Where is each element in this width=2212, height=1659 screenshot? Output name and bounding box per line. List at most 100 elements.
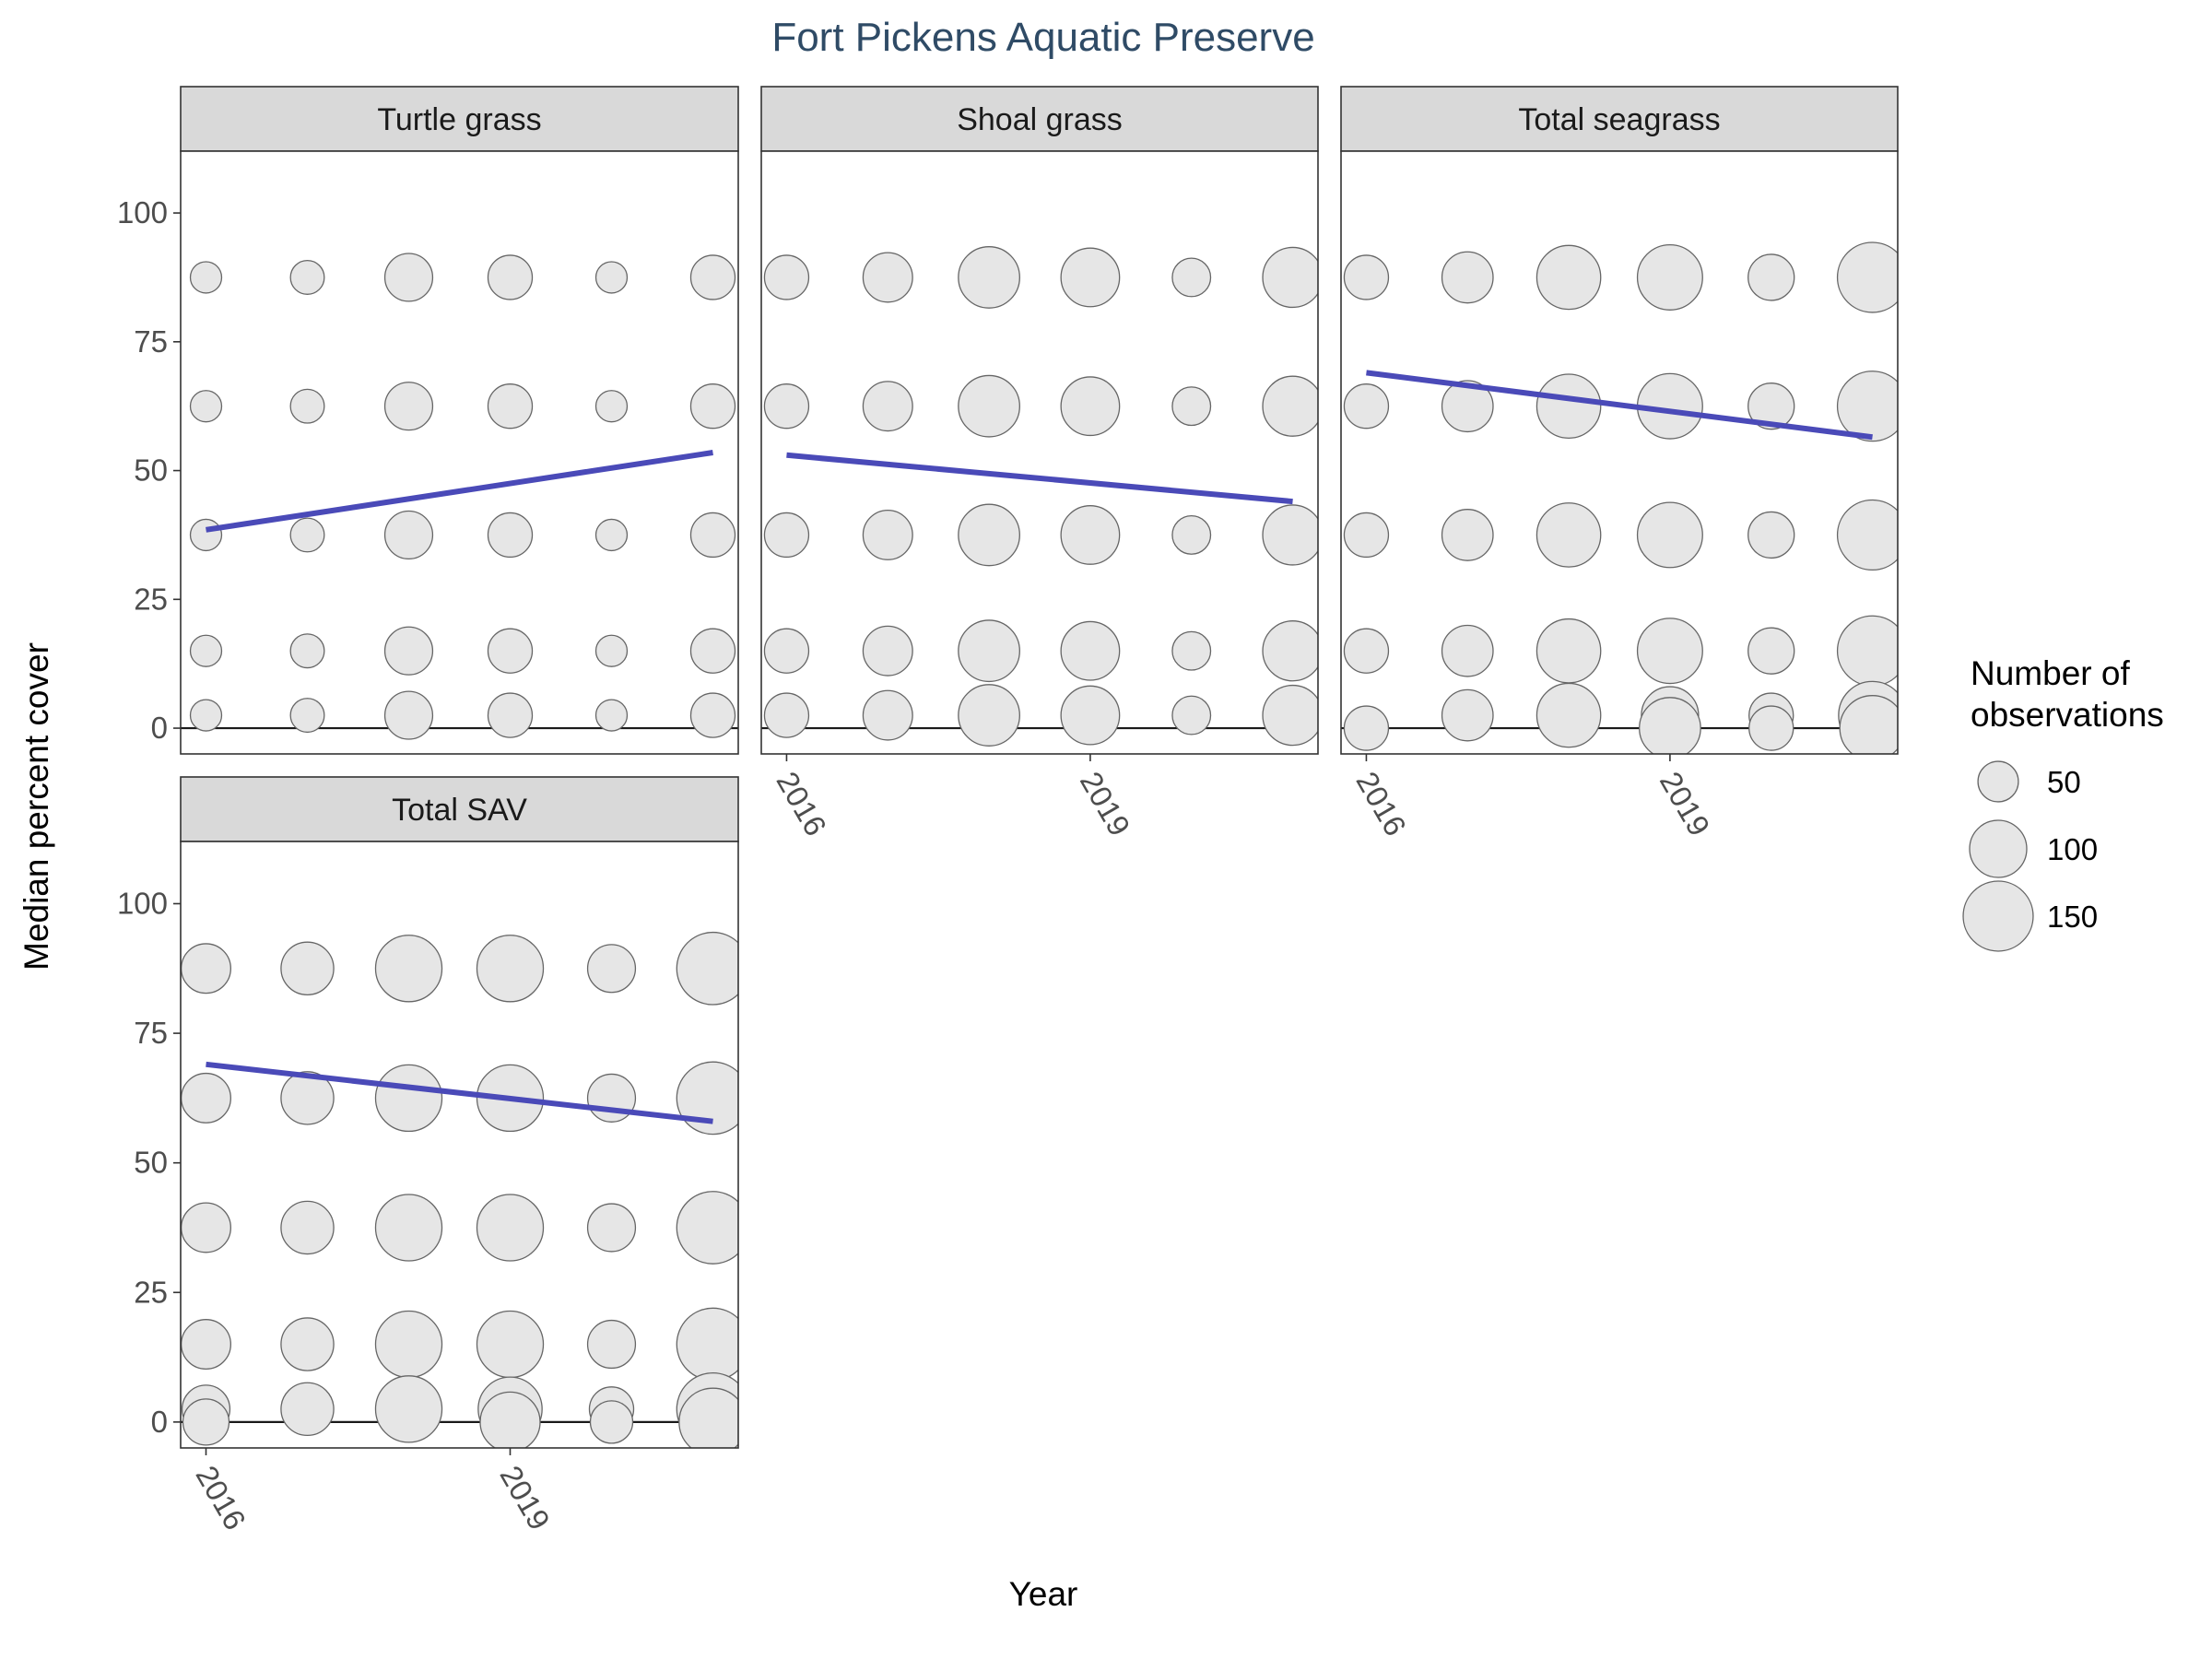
panel-border <box>180 841 739 1449</box>
bubble-point <box>383 253 434 302</box>
bubble-point <box>1441 624 1494 677</box>
bubble-point <box>476 1310 545 1379</box>
bubble-point <box>594 634 629 667</box>
y-tick-label: 25 <box>134 1275 168 1309</box>
bubble-point <box>487 628 534 674</box>
trend-line <box>1366 370 1873 441</box>
legend-title-line-2: observations <box>1971 696 2164 734</box>
bubble-point <box>1747 382 1795 430</box>
bubble-point <box>181 1072 231 1124</box>
bubble-point <box>383 626 434 676</box>
bubble-point <box>689 254 736 300</box>
bubble-point <box>181 943 231 994</box>
bubble-point <box>1262 504 1318 566</box>
y-tick-label: 75 <box>134 1016 168 1050</box>
panel-plot-area <box>1341 241 1898 754</box>
x-axis-title: Year <box>1009 1575 1078 1613</box>
trend-line <box>206 450 713 533</box>
bubble-point <box>280 1382 335 1437</box>
legend-title-line-1: Number of <box>1971 654 2130 692</box>
bubble-point <box>289 633 325 669</box>
bubble-point <box>1535 502 1602 568</box>
bubble-point <box>1636 243 1703 311</box>
panel-plot-area <box>181 253 738 740</box>
bubble-point <box>181 1202 231 1253</box>
panel-plot-area <box>761 246 1318 747</box>
bubble-point <box>487 692 534 738</box>
y-tick-label: 100 <box>117 886 168 920</box>
bubble-point <box>383 510 434 560</box>
y-axis-title: Median percent cover <box>18 642 55 971</box>
bubble-point <box>958 503 1020 567</box>
legend-label-150: 150 <box>2047 900 2098 934</box>
facet-strip-total-sav <box>180 776 739 842</box>
bubble-point <box>487 512 534 559</box>
bubble-point <box>1747 627 1795 675</box>
bubble-point <box>1441 509 1494 561</box>
bubble-point <box>1839 695 1898 754</box>
bubble-point <box>958 246 1020 309</box>
facet-panels: Turtle grass 0 25 50 75 100 Shoal grass 2016 201… <box>117 86 1899 1535</box>
bubble-point <box>689 692 736 738</box>
bubble-point <box>1836 371 1898 442</box>
x-tick-label: 2019 <box>1653 766 1717 841</box>
bubble-point <box>1343 512 1390 559</box>
bubble-point <box>1262 684 1318 747</box>
bubble-point <box>182 1398 230 1446</box>
bubble-point <box>1836 499 1898 571</box>
bubble-point <box>862 625 913 677</box>
bubble-point <box>289 388 325 424</box>
bubble-point <box>1343 254 1390 300</box>
facet-label-shoal-grass: Shoal grass <box>957 102 1123 137</box>
bubble-point <box>763 692 810 738</box>
bubble-point <box>1343 628 1390 674</box>
bubble-point <box>189 390 223 423</box>
legend-key-150 <box>1962 880 2034 952</box>
bubble-point <box>1441 380 1494 433</box>
bubble-point <box>1836 615 1898 687</box>
bubble-point <box>862 381 913 432</box>
panel-border <box>1340 150 1899 755</box>
bubble-point <box>586 1073 637 1123</box>
facet-label-turtle-grass: Turtle grass <box>377 102 541 137</box>
bubble-point <box>1262 620 1318 682</box>
bubble-point <box>280 1071 335 1125</box>
bubble-point <box>289 259 325 295</box>
bubble-point <box>1535 373 1602 440</box>
trend-line <box>206 1061 713 1124</box>
bubble-point <box>763 628 810 674</box>
bubble-point <box>862 689 913 741</box>
x-tick-label: 2016 <box>189 1460 253 1535</box>
x-tick-label: 2016 <box>1349 766 1413 841</box>
bubble-point <box>763 512 810 559</box>
bubble-point <box>289 698 325 734</box>
y-tick-label: 50 <box>134 453 168 488</box>
bubble-point <box>594 699 629 732</box>
bubble-point <box>1262 375 1318 437</box>
facet-strip-turtle-grass <box>180 86 739 152</box>
facet-shoal-grass: Shoal grass 2016 2019 <box>760 86 1319 841</box>
bubble-point <box>594 518 629 552</box>
bubble-point <box>1060 376 1121 437</box>
bubble-point <box>1060 620 1121 681</box>
bubble-point <box>280 941 335 996</box>
bubble-point <box>476 935 545 1003</box>
bubble-point <box>189 261 223 294</box>
bubble-point <box>1636 501 1703 569</box>
facet-total-seagrass: Total seagrass 2016 2019 <box>1340 86 1899 841</box>
bubble-point <box>689 628 736 674</box>
bubble-point <box>189 518 223 552</box>
legend-key-50 <box>1977 760 2019 803</box>
bubble-point <box>678 1387 738 1448</box>
bubble-point <box>1535 618 1602 684</box>
bubble-point <box>383 690 434 740</box>
bubble-point <box>280 1200 335 1255</box>
y-tick-label: 100 <box>117 195 168 229</box>
bubble-point <box>676 1191 738 1265</box>
bubble-point <box>1171 695 1212 735</box>
chart-title: Fort Pickens Aquatic Preserve <box>771 15 1314 60</box>
bubble-point <box>586 1203 637 1253</box>
panel-background <box>181 151 738 754</box>
bubble-point <box>1060 685 1121 746</box>
y-tick-label: 0 <box>151 711 168 745</box>
